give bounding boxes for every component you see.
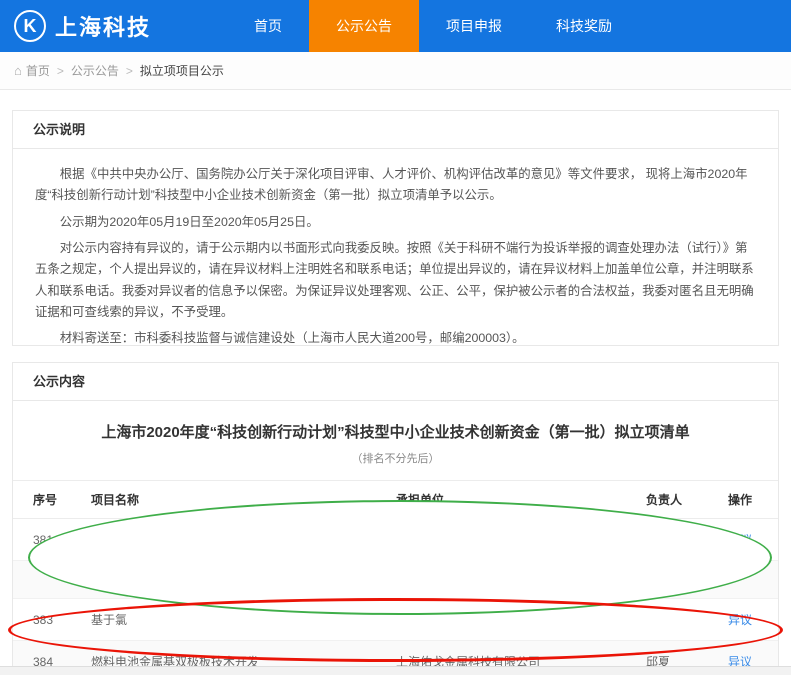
breadcrumb-current: 拟立项项目公示 — [139, 64, 224, 78]
cell-action — [720, 560, 778, 599]
cell-person — [638, 518, 720, 561]
col-header-project-name: 项目名称 — [83, 480, 388, 519]
table-header-row: 序号 项目名称 承担单位 负责人 操作 — [13, 480, 778, 519]
cell-no — [13, 560, 83, 599]
objection-link[interactable]: 异议 — [728, 533, 753, 547]
notice-paragraph: 根据《中共中央办公厅、国务院办公厅关于深化项目评审、人才评价、机构评估改革的意见… — [35, 167, 748, 203]
breadcrumb: ⌂ 首页 > 公示公告 > 拟立项项目公示 — [0, 52, 791, 90]
publicity-list-title: 上海市2020年度“科技创新行动计划”科技型中小企业技术创新资金（第一批）拟立项… — [101, 424, 690, 441]
nav-item-home[interactable]: 首页 — [254, 18, 283, 34]
notice-card: 公示说明 根据《中共中央办公厅、国务院办公厅关于深化项目评审、人才评价、机构评估… — [12, 110, 779, 346]
top-navbar: K 上海科技 首页 公示公告 项目申报 科技奖励 — [0, 0, 791, 52]
footer-strip — [0, 666, 791, 675]
cell-no: 383 — [13, 598, 83, 641]
cell-company — [388, 518, 638, 561]
table-row — [13, 560, 778, 599]
cell-project-name — [83, 560, 388, 599]
notice-card-body: 根据《中共中央办公厅、国务院办公厅关于深化项目评审、人才评价、机构评估改革的意见… — [13, 149, 778, 345]
notice-paragraph: 对公示内容持有异议的，请于公示期内以书面形式向我委反映。按照《关于科研不端行为投… — [35, 240, 754, 319]
nav-item-tech-awards[interactable]: 科技奖励 — [556, 18, 613, 34]
content-card: 公示内容 上海市2020年度“科技创新行动计划”科技型中小企业技术创新资金（第一… — [12, 362, 779, 675]
cell-person — [638, 560, 720, 599]
brand-logo[interactable]: K 上海科技 — [0, 0, 165, 52]
cell-person — [638, 598, 720, 641]
table-row: 383 基于氯 异议 — [13, 598, 778, 641]
nav-item-announcements[interactable]: 公示公告 — [309, 0, 420, 52]
col-header-action: 操作 — [720, 480, 778, 519]
logo-icon: K — [14, 10, 46, 42]
breadcrumb-announcements[interactable]: 公示公告 — [70, 64, 119, 78]
notice-card-title: 公示说明 — [13, 111, 778, 149]
notice-paragraph-mail-address: 材料寄送至：市科委科技监督与诚信建设处（上海市人民大道200号，邮编200003… — [59, 331, 525, 345]
table-row: 381 VOIP 异议 — [13, 518, 778, 561]
content-card-body: 上海市2020年度“科技创新行动计划”科技型中小企业技术创新资金（第一批）拟立项… — [13, 401, 778, 675]
cell-no: 381 — [13, 518, 83, 561]
notice-paragraph: 公示期为2020年05月19日至2020年05月25日。 — [59, 214, 319, 229]
objection-link[interactable]: 异议 — [728, 613, 753, 627]
project-table: 序号 项目名称 承担单位 负责人 操作 381 VOIP 异议 — [13, 480, 778, 675]
objection-link[interactable]: 异议 — [728, 655, 753, 669]
breadcrumb-separator: > — [56, 63, 64, 78]
logo-letter: K — [23, 15, 37, 36]
home-icon: ⌂ — [14, 63, 22, 78]
cell-project-name: 基于氯 — [83, 598, 388, 641]
col-header-company: 承担单位 — [388, 480, 638, 519]
content-card-title: 公示内容 — [13, 363, 778, 401]
col-header-no: 序号 — [13, 480, 83, 519]
breadcrumb-home[interactable]: 首页 — [25, 64, 50, 78]
cell-company — [388, 560, 638, 599]
breadcrumb-separator: > — [125, 63, 133, 78]
col-header-person: 负责人 — [638, 480, 720, 519]
cell-company — [388, 598, 638, 641]
brand-name: 上海科技 — [55, 15, 152, 40]
nav-item-project-apply[interactable]: 项目申报 — [446, 18, 503, 34]
publicity-list-subtitle: （排名不分先后） — [351, 453, 440, 465]
cell-project-name: VOIP — [83, 518, 388, 561]
nav-menu: 首页 公示公告 项目申报 科技奖励 — [227, 0, 639, 52]
